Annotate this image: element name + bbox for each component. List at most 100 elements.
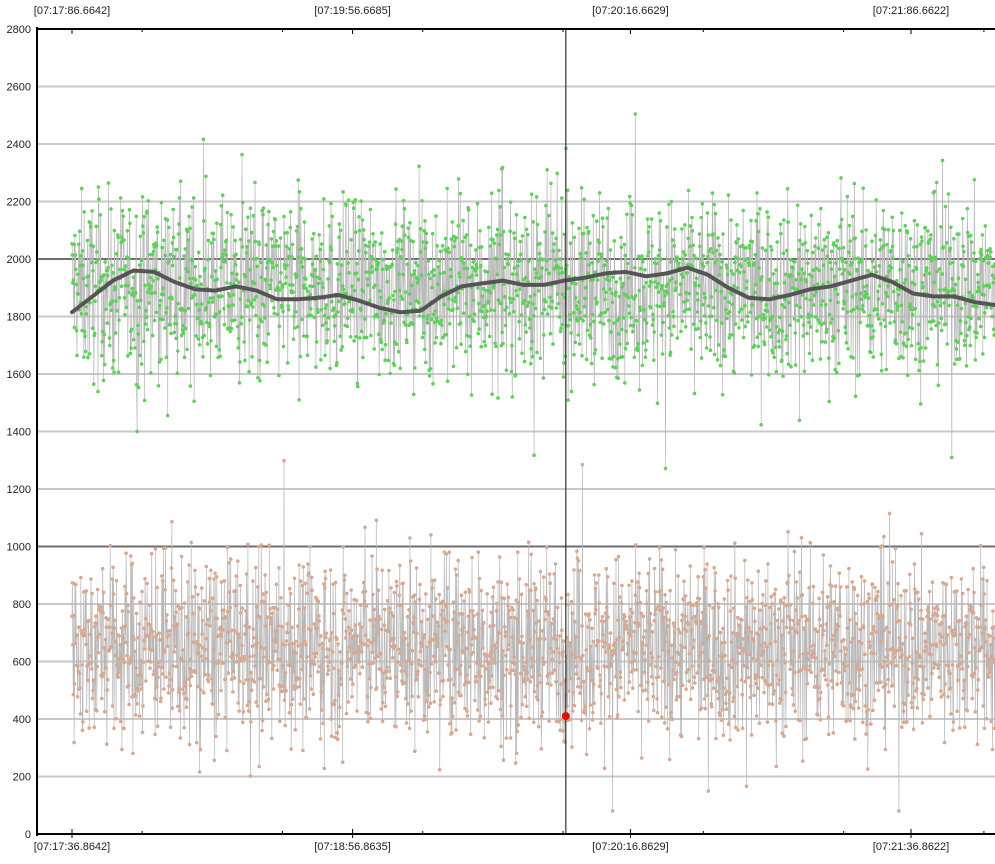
data-point — [401, 198, 406, 203]
data-point — [114, 252, 119, 256]
data-point — [619, 601, 624, 605]
data-point — [182, 725, 186, 730]
data-point — [554, 236, 558, 241]
data-point — [771, 351, 775, 355]
data-point — [170, 687, 175, 692]
data-point — [817, 596, 821, 601]
data-point — [652, 358, 656, 363]
data-point — [733, 725, 738, 730]
data-point — [203, 672, 207, 677]
data-point — [774, 268, 778, 272]
cursor-layer[interactable] — [561, 29, 570, 834]
data-point — [885, 664, 890, 668]
data-point — [797, 248, 801, 252]
data-point — [962, 678, 967, 682]
data-point — [109, 308, 114, 313]
data-point — [544, 203, 548, 208]
data-point — [152, 635, 156, 639]
data-point — [156, 276, 160, 281]
data-point — [337, 222, 342, 226]
data-point — [399, 603, 403, 607]
data-point — [338, 705, 342, 710]
data-point — [904, 589, 908, 593]
data-point — [206, 238, 211, 243]
data-point — [337, 724, 342, 729]
data-point — [479, 245, 484, 249]
data-point — [439, 613, 444, 617]
data-point — [416, 658, 421, 662]
data-point — [328, 637, 332, 641]
data-point — [364, 250, 368, 255]
data-point — [528, 294, 533, 299]
data-point — [644, 643, 648, 647]
data-point — [259, 599, 264, 604]
data-point — [868, 644, 873, 648]
data-point — [503, 634, 508, 639]
data-point — [586, 229, 591, 234]
data-point — [938, 303, 943, 308]
data-point — [345, 324, 350, 329]
data-point — [598, 673, 602, 677]
data-point — [523, 660, 528, 664]
data-point — [380, 267, 385, 272]
data-point — [270, 244, 275, 249]
data-point — [473, 269, 478, 273]
data-point — [730, 292, 734, 297]
data-point — [382, 685, 386, 690]
data-point — [978, 324, 983, 329]
data-point — [238, 583, 243, 588]
data-point — [413, 366, 417, 370]
data-point — [670, 717, 675, 722]
data-point — [747, 263, 751, 268]
data-point — [553, 562, 558, 566]
data-point — [343, 617, 348, 621]
data-point — [581, 319, 585, 323]
data-point — [249, 670, 253, 675]
data-point — [464, 301, 468, 306]
data-point — [168, 323, 172, 327]
data-point — [160, 579, 165, 583]
data-point — [78, 712, 83, 716]
data-point — [425, 317, 429, 321]
data-point — [745, 279, 749, 284]
data-point — [79, 311, 83, 316]
data-point — [516, 550, 520, 554]
data-point — [129, 654, 133, 659]
data-point — [946, 695, 950, 699]
data-point — [422, 633, 427, 637]
data-point — [498, 233, 503, 237]
data-point — [752, 343, 757, 348]
data-point — [511, 608, 515, 612]
data-point — [872, 698, 877, 703]
data-point — [652, 619, 656, 623]
data-point — [475, 612, 480, 616]
data-point — [519, 258, 523, 262]
data-point — [903, 223, 907, 228]
data-point — [713, 211, 718, 216]
data-point — [220, 634, 224, 638]
data-point — [119, 284, 124, 289]
data-point — [211, 702, 215, 706]
data-point — [278, 236, 283, 240]
data-point — [82, 355, 86, 359]
data-point — [609, 664, 613, 668]
data-point — [821, 553, 826, 557]
data-point — [834, 244, 839, 248]
data-point — [894, 663, 899, 668]
data-point — [725, 266, 729, 270]
data-point — [489, 191, 494, 195]
data-point — [502, 295, 507, 299]
data-point — [623, 614, 627, 619]
data-point — [991, 636, 995, 641]
data-point — [311, 274, 315, 279]
data-point — [582, 197, 586, 202]
data-point — [534, 271, 538, 275]
data-point — [985, 663, 990, 667]
data-point — [691, 603, 695, 607]
data-point — [372, 637, 377, 641]
data-point — [957, 232, 961, 236]
data-point — [763, 316, 767, 320]
data-point — [744, 605, 748, 610]
data-point — [162, 687, 166, 691]
